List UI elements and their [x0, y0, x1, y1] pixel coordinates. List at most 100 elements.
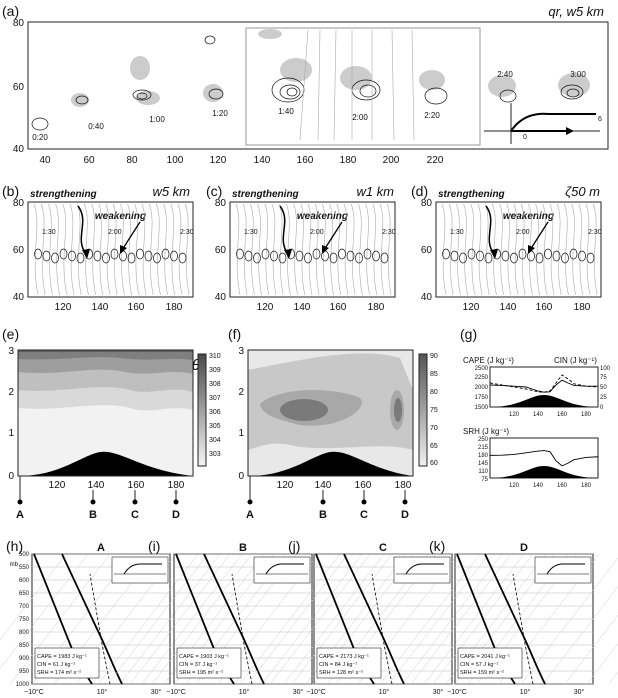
arrow-head — [490, 249, 498, 259]
storm-contour — [102, 252, 110, 264]
temp-tick: −10°C — [24, 688, 44, 696]
parcel-path — [89, 573, 111, 685]
arrow-head — [284, 249, 292, 259]
svg-text:120: 120 — [49, 480, 66, 491]
cin-line — [489, 374, 599, 393]
track-line — [69, 203, 75, 296]
arrow-head — [528, 245, 535, 254]
track-line — [386, 203, 392, 296]
cape-line — [489, 379, 598, 393]
svg-text:2500: 2500 — [475, 366, 489, 372]
srh-value: SRH = 174 m² s⁻² — [37, 670, 81, 676]
stability-indices: CAPE = 2041 J kg⁻¹ CIN = 57 J kg⁻¹ SRH = 1… — [457, 647, 523, 679]
svg-text:weakening: weakening — [503, 211, 554, 222]
track-line — [564, 203, 569, 296]
track-line — [264, 203, 270, 296]
svg-text:140: 140 — [533, 483, 544, 489]
svg-text:2:00: 2:00 — [352, 113, 368, 122]
storm-contour — [552, 250, 561, 262]
svg-text:140: 140 — [92, 302, 109, 313]
panel-a-xtick: 100 — [167, 155, 184, 166]
temperature-profile — [203, 553, 265, 685]
svg-text:180: 180 — [581, 412, 592, 418]
storm-contour — [312, 248, 321, 260]
temp-tick: 10° — [379, 688, 390, 696]
panel-a-storms: 0:20 0:40 1:00 1:20 1:40 2:00 2:20 2:40 … — [31, 29, 590, 142]
cin-value: CIN = 37 J kg⁻¹ — [179, 662, 217, 668]
svg-text:40: 40 — [421, 292, 433, 303]
track-line — [585, 203, 591, 296]
srh-value: SRH = 128 m² s⁻² — [319, 670, 363, 676]
time-label: 1:30 — [450, 229, 464, 236]
storm-0-40: 0:40 — [71, 93, 104, 131]
svg-text:0: 0 — [8, 471, 14, 482]
hodograph-inset — [111, 556, 169, 584]
storm-contour — [338, 248, 346, 260]
svg-text:180: 180 — [478, 453, 489, 459]
track-line — [48, 203, 53, 296]
svg-text:80: 80 — [430, 389, 438, 396]
panel-a-xtick: 80 — [126, 155, 138, 166]
track-line — [322, 203, 327, 296]
track-line — [141, 203, 147, 296]
panel-e-fill — [18, 350, 193, 476]
svg-text:65: 65 — [430, 443, 438, 450]
storm-contour — [59, 248, 68, 260]
track-line — [556, 203, 562, 296]
storm-contour — [278, 252, 287, 264]
storm-3-00: 3:00 — [558, 70, 590, 100]
panel-a-xtick: 200 — [383, 155, 400, 166]
track-line — [520, 203, 526, 296]
panel-f-fill — [248, 350, 413, 476]
svg-text:(g): (g) — [460, 326, 477, 342]
svg-text:A: A — [16, 509, 24, 521]
storm-contour — [34, 248, 42, 260]
svg-text:D: D — [172, 509, 180, 521]
track-line — [499, 203, 504, 296]
skewt-k: (k) D CAPE = 2041 J kg⁻¹ CIN = 57 J kg⁻¹ SRH… — [388, 538, 618, 696]
storm-contour — [510, 252, 518, 264]
svg-text:180: 180 — [168, 480, 185, 491]
storm-contour — [329, 252, 338, 264]
storm-contour — [363, 248, 372, 260]
storm-0-20: 0:20 — [31, 117, 49, 142]
panel-e-sites: A B C D — [16, 476, 180, 521]
svg-text:D: D — [401, 509, 409, 521]
svg-text:140: 140 — [533, 412, 544, 418]
svg-text:100: 100 — [600, 366, 611, 372]
storm-contour — [484, 252, 493, 264]
stability-indices: CAPE = 1983 J kg⁻¹ CIN = 61 J kg⁻¹ SRH = 1… — [34, 647, 100, 679]
pressure-tick: 750 — [19, 617, 30, 623]
svg-text:160: 160 — [355, 480, 372, 491]
svg-text:strengthening: strengthening — [232, 189, 299, 200]
track-line — [40, 203, 46, 296]
svg-text:303: 303 — [209, 451, 221, 458]
panel-a-hodograph: 0 6 — [484, 103, 602, 144]
time-label: 2:00 — [108, 229, 122, 236]
cin-value: CIN = 61 J kg⁻¹ — [37, 662, 75, 668]
track-line — [542, 203, 548, 296]
svg-text:307: 307 — [209, 395, 221, 402]
hodograph-inset — [393, 556, 451, 584]
track-line — [271, 203, 277, 296]
weakening-arrow — [529, 221, 549, 251]
temp-tick: 10° — [520, 688, 531, 696]
svg-text:2: 2 — [238, 387, 244, 398]
arrow-head — [322, 245, 329, 254]
cape-value: CAPE = 2173 J kg⁻¹ — [319, 654, 369, 660]
panel-a-ytick: 40 — [13, 144, 25, 155]
svg-text:2:20: 2:20 — [424, 111, 440, 120]
svg-text:50: 50 — [600, 385, 607, 391]
panel-a-label: (a) — [2, 3, 19, 19]
panel-a-xtick: 140 — [254, 155, 271, 166]
svg-text:mb: mb — [10, 562, 19, 568]
svg-text:309: 309 — [209, 367, 221, 374]
parcel-path — [512, 573, 534, 685]
panel-a-xticks: 40 60 80 100 120 140 160 180 200 220 — [39, 155, 443, 166]
track-line — [513, 203, 519, 296]
parcel-path — [371, 573, 393, 685]
storm-contour — [459, 252, 467, 264]
track-line — [350, 203, 356, 296]
temperature-profile — [343, 553, 405, 685]
